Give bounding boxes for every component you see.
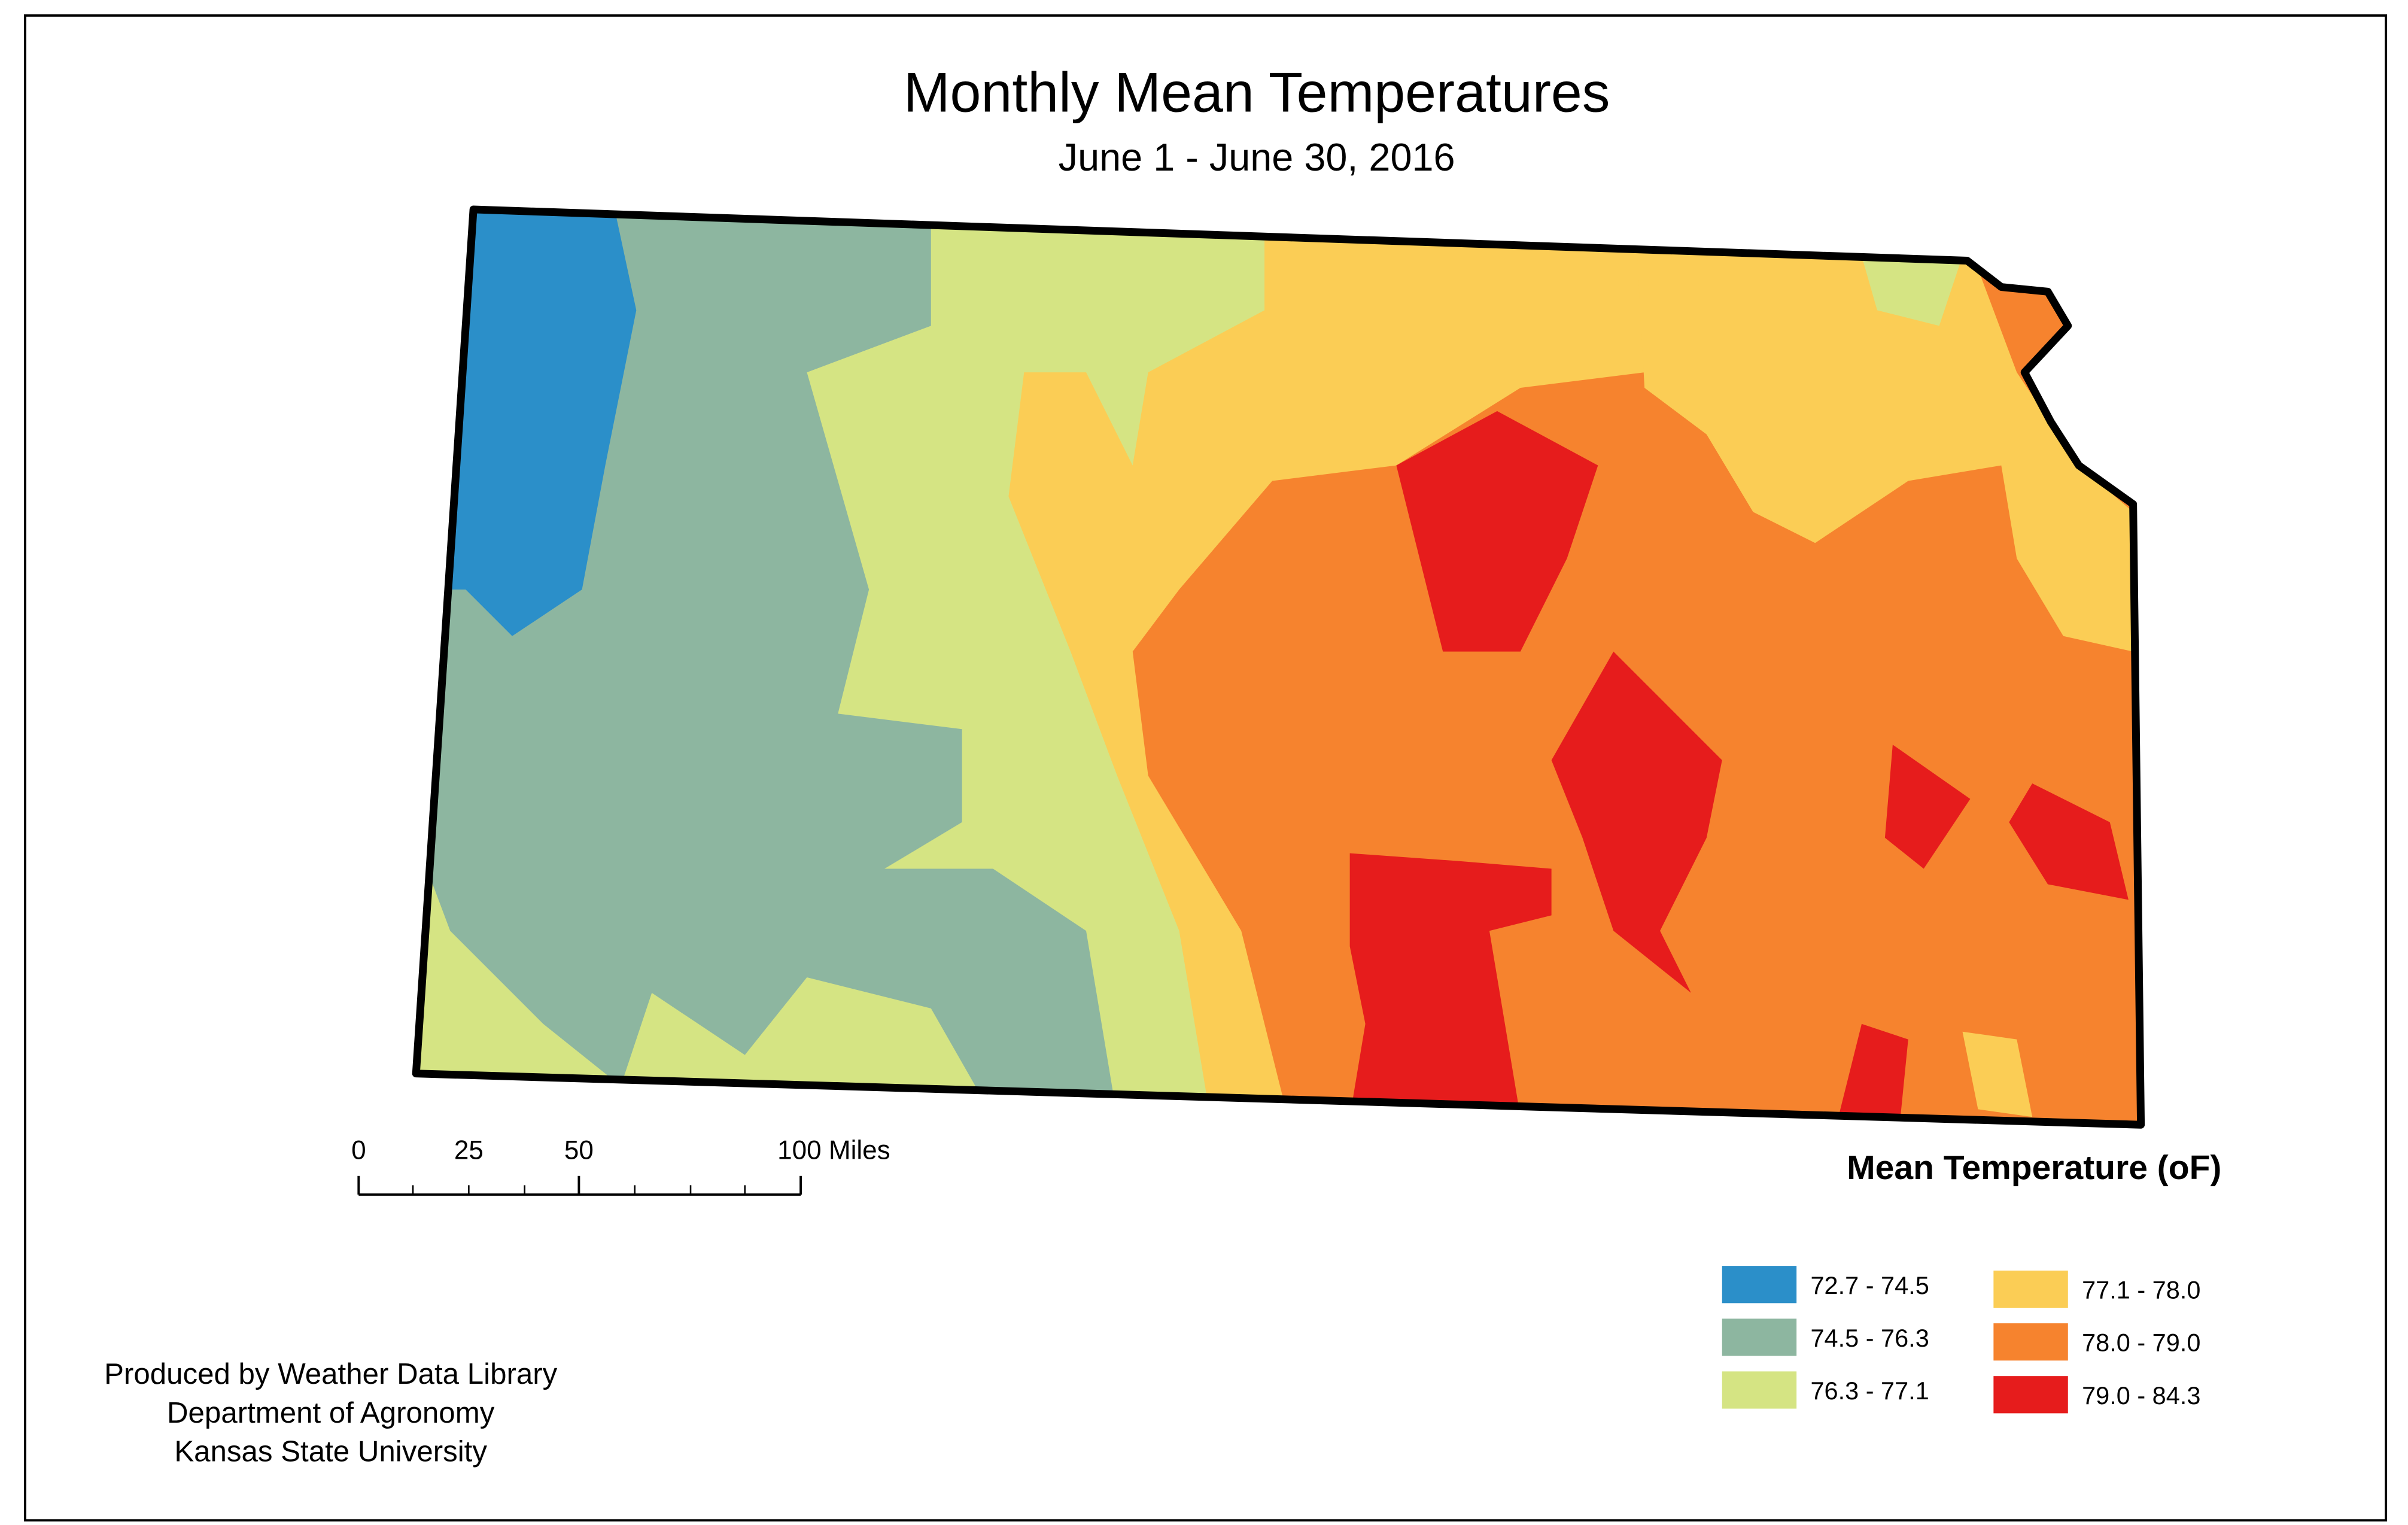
credit: Produced by Weather Data Library [104, 1357, 558, 1390]
legend-label: 78.0 - 79.0 [2082, 1329, 2200, 1357]
scale-label: 50 [564, 1135, 594, 1165]
temperature-map [416, 209, 2141, 1125]
legend-swatch [1993, 1270, 2068, 1308]
credit: Kansas State University [174, 1435, 487, 1468]
credit: Department of Agronomy [167, 1396, 495, 1429]
state-outline [412, 205, 2145, 1129]
legend-title: Mean Temperature (oF) [1847, 1149, 2221, 1187]
subtitle: June 1 - June 30, 2016 [1059, 135, 1455, 179]
scale-label: 100 Miles [777, 1135, 890, 1165]
legend: 72.7 - 74.5 74.5 - 76.3 76.3 - 77.1 77.1 - … [1722, 1266, 2200, 1414]
legend-swatch [1993, 1323, 2068, 1361]
scale-bar: 0 25 50 100 Miles [351, 1135, 890, 1196]
legend-label: 74.5 - 76.3 [1810, 1324, 1929, 1352]
legend-label: 79.0 - 84.3 [2082, 1381, 2200, 1409]
legend-swatch [1722, 1266, 1797, 1304]
legend-swatch [1993, 1376, 2068, 1414]
legend-label: 72.7 - 74.5 [1810, 1271, 1929, 1299]
legend-label: 76.3 - 77.1 [1810, 1377, 1929, 1405]
legend-label: 77.1 - 78.0 [2082, 1276, 2200, 1304]
scale-label: 0 [351, 1135, 366, 1165]
title: Monthly Mean Temperatures [904, 62, 1610, 124]
legend-swatch [1722, 1319, 1797, 1356]
legend-swatch [1722, 1371, 1797, 1409]
scale-label: 25 [454, 1135, 484, 1165]
